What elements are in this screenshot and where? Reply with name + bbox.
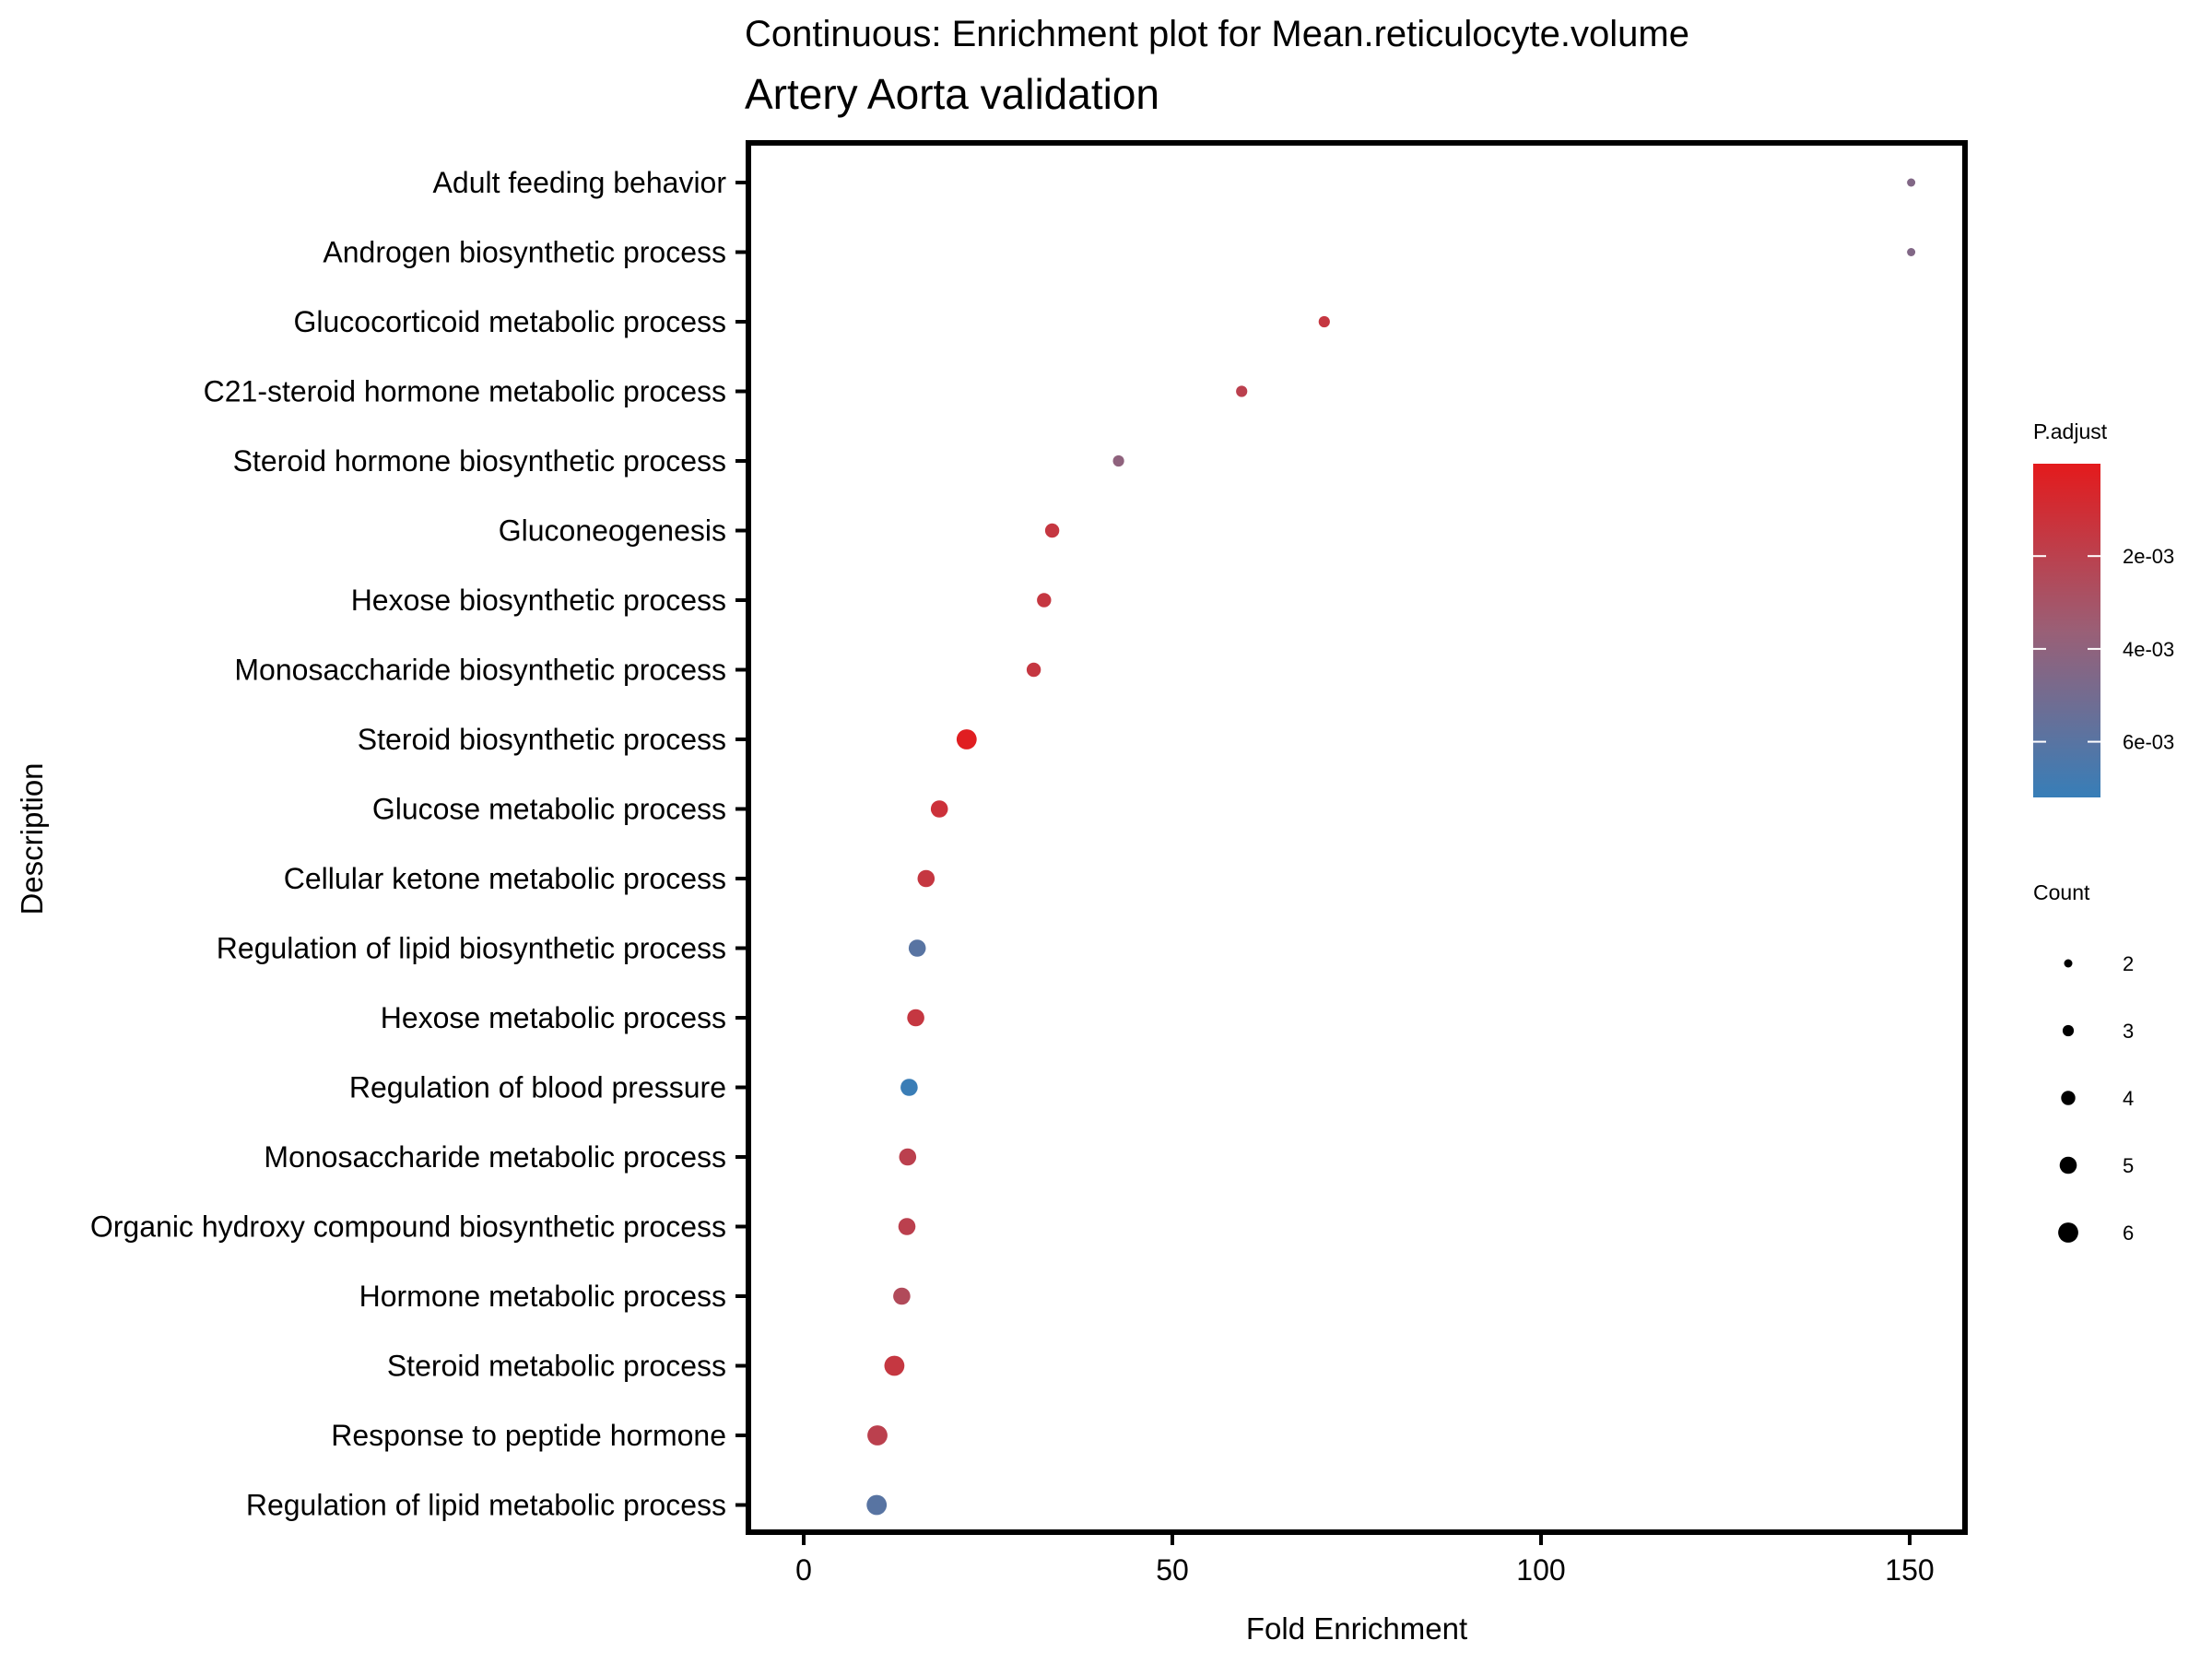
data-point [1044,523,1060,538]
x-tick-label: 0 [795,1553,812,1587]
data-points [866,178,1916,1516]
plot-panel [746,140,1968,1535]
data-point [899,1148,917,1166]
data-point [1318,315,1330,328]
size-legend-key [2062,1024,2075,1037]
color-legend-tick-label: 2e-03 [2123,545,2174,568]
data-point [893,1287,911,1305]
data-point [956,729,977,749]
y-tick-label: Steroid hormone biosynthetic process [233,444,726,478]
y-tick-label: Adult feeding behavior [433,166,727,199]
color-legend-tick-label: 4e-03 [2123,638,2174,661]
y-tick-label: Glucose metabolic process [372,793,726,826]
size-legend: Count 2 3 4 5 6 [2033,880,2134,1245]
data-point [1236,385,1248,397]
y-tick-label: Regulation of lipid metabolic process [246,1489,726,1522]
x-axis-ticks: 0 50 100 150 [795,1532,1935,1587]
data-point [900,1079,918,1096]
data-point [930,800,948,818]
y-tick-label: Cellular ketone metabolic process [284,862,726,895]
x-tick-label: 50 [1156,1553,1189,1587]
size-legend-label: 4 [2123,1087,2134,1110]
y-tick-label: Androgen biosynthetic process [323,236,726,269]
x-tick-label: 100 [1516,1553,1565,1587]
y-tick-label: C21-steroid hormone metabolic process [204,375,726,408]
size-legend-label: 6 [2123,1221,2134,1245]
y-tick-label: Response to peptide hormone [331,1419,726,1452]
data-point [898,1218,916,1235]
size-legend-key [2058,1222,2078,1243]
size-legend-key [2064,959,2073,968]
y-tick-label: Steroid metabolic process [387,1350,726,1383]
y-tick-label: Monosaccharide biosynthetic process [234,654,726,687]
size-legend-label: 5 [2123,1154,2134,1177]
color-legend-bar [2033,464,2100,797]
y-tick-label: Hormone metabolic process [359,1280,726,1313]
y-tick-label: Organic hydroxy compound biosynthetic pr… [90,1210,726,1244]
color-legend: P.adjust 2e-03 4e-03 6e-03 [2033,419,2174,797]
size-legend-label: 2 [2123,952,2134,975]
data-point [907,1009,924,1027]
data-point [1026,662,1041,678]
data-point [1907,248,1916,256]
y-tick-label: Monosaccharide metabolic process [264,1140,726,1174]
x-axis-title: Fold Enrichment [1246,1611,1467,1646]
data-point [908,939,926,957]
data-point [867,1425,888,1446]
size-legend-title: Count [2033,880,2090,904]
data-point [917,869,935,888]
color-legend-tick-label: 6e-03 [2123,731,2174,754]
data-point [1907,178,1916,187]
y-tick-label: Regulation of lipid biosynthetic process [217,932,726,965]
y-tick-label: Hexose metabolic process [381,1001,726,1034]
size-legend-items: 2 3 4 5 6 [2058,952,2134,1245]
y-tick-label: Hexose biosynthetic process [351,584,726,617]
y-axis-title: Description [15,762,49,915]
y-tick-label: Steroid biosynthetic process [358,723,726,756]
y-tick-label: Regulation of blood pressure [349,1071,726,1104]
chart-subtitle: Artery Aorta validation [745,70,1159,118]
data-point [1037,593,1052,608]
x-tick-label: 150 [1885,1553,1934,1587]
y-axis-labels: Adult feeding behavior Androgen biosynthe… [90,166,726,1522]
size-legend-key [2059,1156,2077,1174]
data-point [866,1494,888,1516]
y-tick-label: Gluconeogenesis [499,514,726,548]
y-tick-label: Glucocorticoid metabolic process [293,305,726,338]
size-legend-label: 3 [2123,1020,2134,1043]
color-legend-title: P.adjust [2033,419,2108,443]
data-point [1112,454,1124,467]
color-legend-ticks: 2e-03 4e-03 6e-03 [2033,545,2174,754]
data-point [884,1355,905,1376]
size-legend-key [2061,1091,2076,1105]
chart-title: Continuous: Enrichment plot for Mean.ret… [745,14,1689,54]
